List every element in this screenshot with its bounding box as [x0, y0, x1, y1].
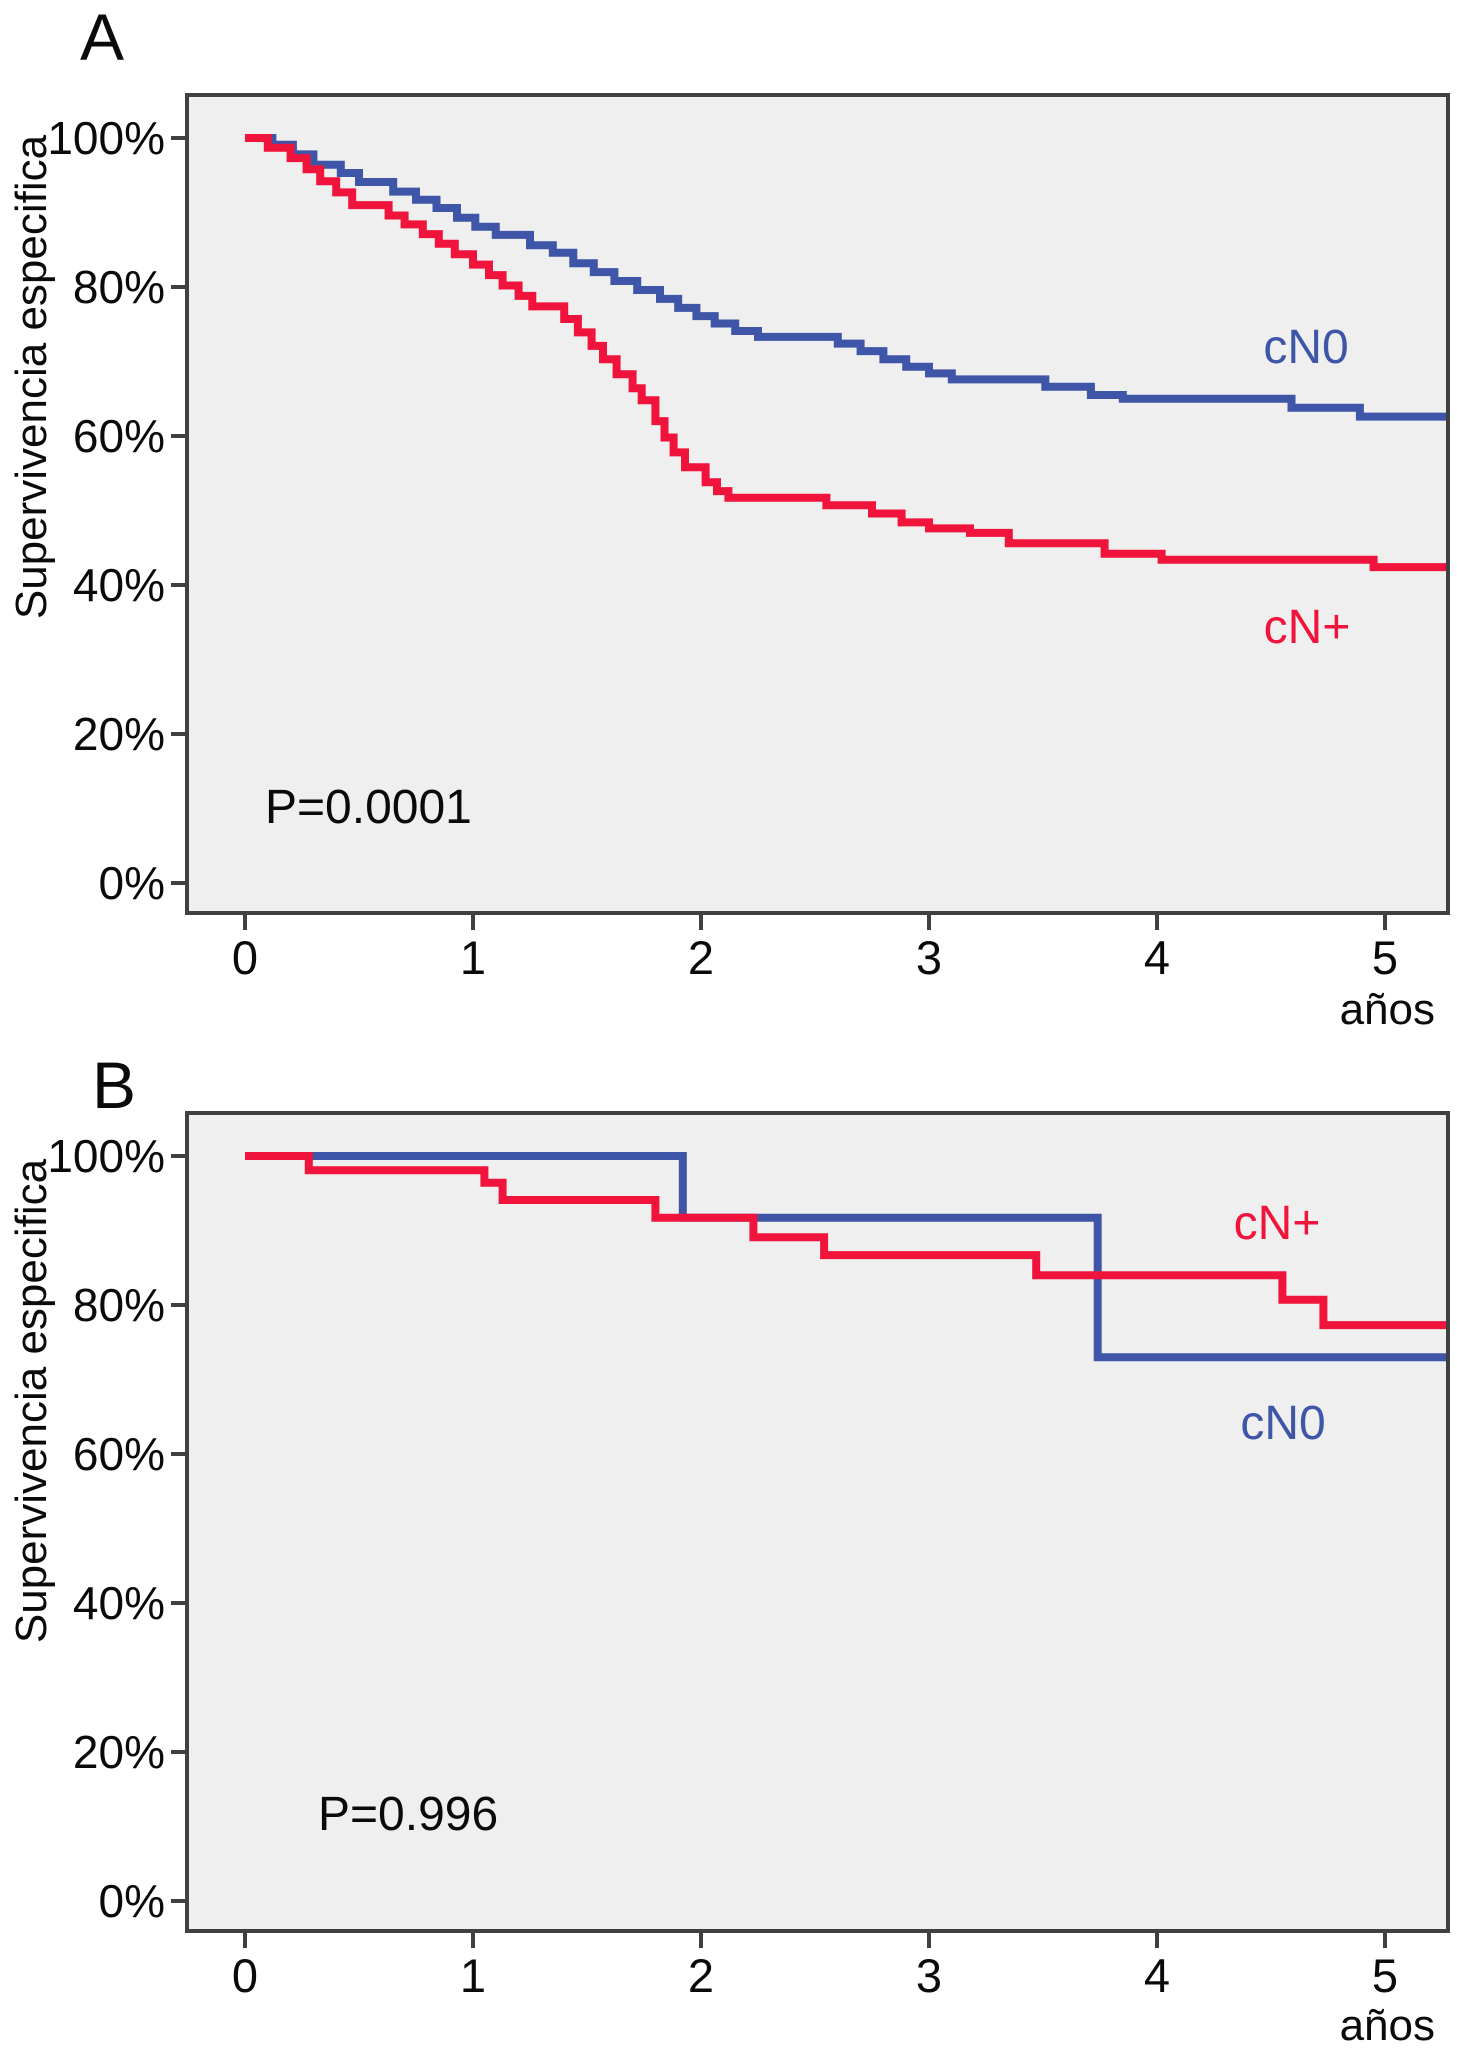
- panel-b-x-tick-label: 3: [915, 1949, 943, 2002]
- panel-a-y-tick-label: 100%: [47, 112, 165, 164]
- panel-b-cnplus-curve-label: cN+: [1233, 1197, 1321, 1250]
- panel-b-x-axis-title: años: [1339, 2001, 1435, 2050]
- panel-a-y-tick-label: 40%: [72, 559, 165, 611]
- panel-a-y-tick-label: 80%: [72, 261, 165, 313]
- survival-curve-cnplus-a: [245, 134, 1446, 572]
- panel-a-y-tick-label: 0%: [98, 857, 165, 909]
- panel-a-x-tick-label: 3: [915, 931, 943, 984]
- panel-a-cn0-curve-label: cN0: [1263, 321, 1349, 374]
- survival-curve-cn0-b: [245, 1152, 1446, 1362]
- panel-a-cnplus-curve-label: cN+: [1263, 601, 1351, 654]
- panel-a-x-axis-title: años: [1339, 985, 1435, 1034]
- survival-curve-cnplus-b: [245, 1152, 1446, 1330]
- panel-b-y-tick-label: 20%: [72, 1726, 165, 1778]
- panel-b-y-tick-label: 0%: [98, 1875, 165, 1927]
- panel-b-y-tick-label: 40%: [72, 1577, 165, 1629]
- panel-a-x-tick-label: 5: [1371, 931, 1399, 984]
- panel-a-x-tick-label: 0: [231, 931, 259, 984]
- survival-curve-cn0-a: [245, 134, 1446, 421]
- panel-b-y-axis-title: Supervivencia especifica: [7, 1158, 56, 1644]
- panel-a-y-tick-label: 20%: [72, 708, 165, 760]
- panel-b-x-tick-label: 1: [459, 1949, 487, 2002]
- panel-b-cn0-curve-label: cN0: [1240, 1397, 1326, 1450]
- panel-b-y-tick-label: 60%: [72, 1428, 165, 1480]
- panel-b-plot-area: [185, 1111, 1450, 1933]
- panel-b-p-value: P=0.996: [318, 1788, 499, 1841]
- panel-b-x-tick-label: 5: [1371, 1949, 1399, 2002]
- panel-b-y-tick-label: 80%: [72, 1279, 165, 1331]
- panel-b-x-tick-label: 4: [1143, 1949, 1171, 2002]
- panel-b-x-tick-label: 2: [687, 1949, 715, 2002]
- panel-a-letter: A: [80, 0, 125, 74]
- panel-b-y-tick-label: 100%: [47, 1130, 165, 1182]
- panel-a-x-tick-label: 4: [1143, 931, 1171, 984]
- panel-b-letter: B: [92, 1048, 137, 1122]
- panel-a-y-axis-title: Supervivencia especifica: [7, 134, 56, 620]
- panel-b-x-tick-label: 0: [231, 1949, 259, 2002]
- panel-a-plot-area: [185, 93, 1450, 915]
- panel-a-x-tick-label: 1: [459, 931, 487, 984]
- panel-a-y-tick-label: 60%: [72, 410, 165, 462]
- panel-a-p-value: P=0.0001: [265, 781, 472, 834]
- panel-a-x-tick-label: 2: [687, 931, 715, 984]
